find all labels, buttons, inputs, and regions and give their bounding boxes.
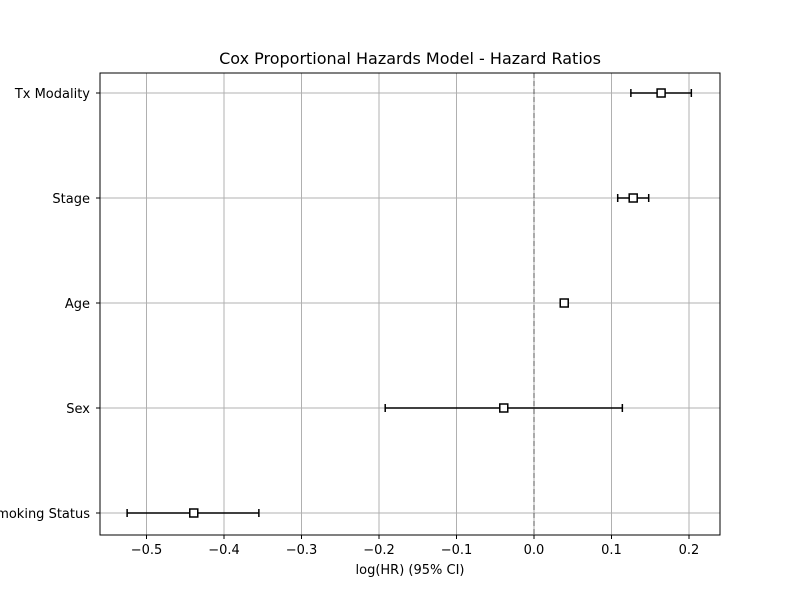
y-tick-label: Smoking Status xyxy=(0,507,90,522)
x-tick-label: −0.2 xyxy=(363,543,395,558)
x-tick-label: −0.5 xyxy=(131,543,163,558)
x-tick-label: −0.4 xyxy=(208,543,240,558)
y-tick-label: Stage xyxy=(52,192,90,207)
x-tick-label: 0.1 xyxy=(601,543,622,558)
y-axis: Tx Modality Stage Age Sex Smoking Status xyxy=(0,87,100,522)
x-tick-label: 0.0 xyxy=(524,543,545,558)
chart-title: Cox Proportional Hazards Model - Hazard … xyxy=(219,49,601,68)
x-tick-label: −0.3 xyxy=(286,543,318,558)
y-tick-label: Tx Modality xyxy=(14,87,90,102)
point-marker xyxy=(656,88,666,98)
plot-area-frame xyxy=(99,72,721,536)
point-marker xyxy=(189,508,199,518)
marks-layer xyxy=(126,88,693,518)
x-tick-label: −0.1 xyxy=(441,543,473,558)
y-tick-label: Sex xyxy=(66,402,90,417)
x-tick-label: 0.2 xyxy=(679,543,700,558)
x-axis: −0.5 −0.4 −0.3 −0.2 −0.1 0.0 0.1 0.2 xyxy=(131,535,700,558)
grid-layer xyxy=(100,73,720,535)
point-marker xyxy=(628,193,638,203)
y-tick-label: Age xyxy=(65,297,90,312)
x-axis-label: log(HR) (95% CI) xyxy=(356,563,465,578)
point-marker xyxy=(499,403,509,413)
point-marker xyxy=(559,298,569,308)
